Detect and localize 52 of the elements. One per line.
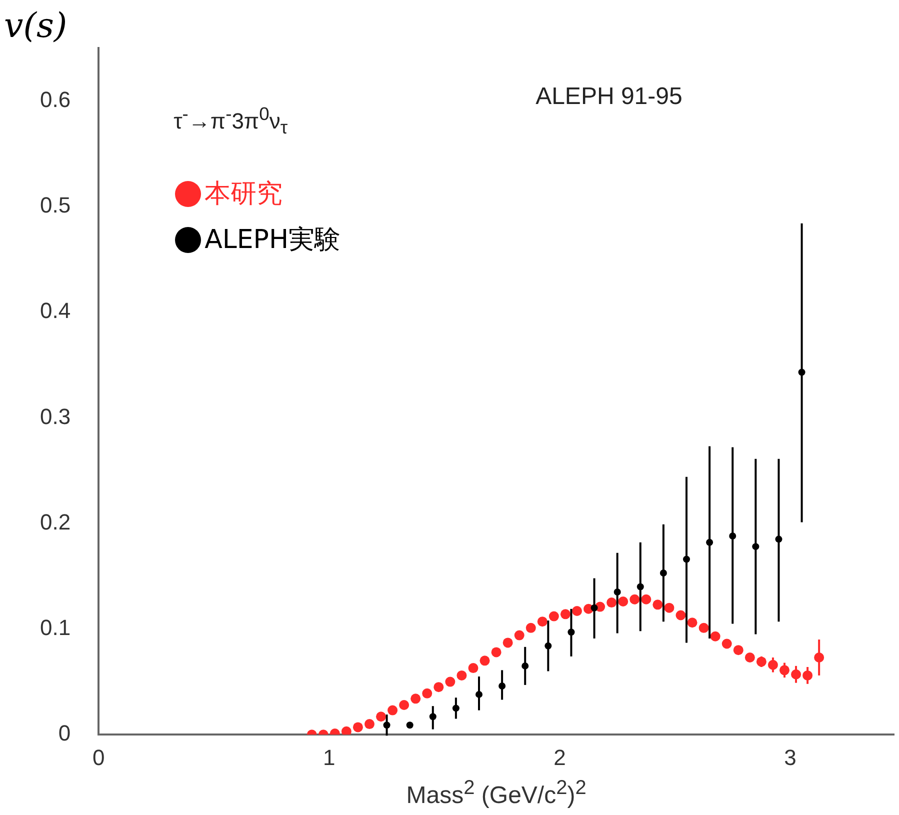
point [514,630,524,640]
y-tick-label: 0.5 [40,192,71,218]
point [352,722,363,732]
point [480,656,490,666]
point [606,598,617,608]
point [641,594,652,604]
point [710,631,720,642]
point [399,700,410,710]
x-axis-title: Mass$^{2}$ (GeV/c$^{2}$)$^{2}$ [406,776,586,810]
point [664,602,674,613]
point [502,638,513,648]
point [618,596,628,607]
point [630,594,640,604]
point [652,600,663,610]
point [341,726,352,735]
x-tick-label: 2 [554,744,566,770]
point [744,652,755,662]
point [406,722,414,729]
point [491,647,502,658]
point [388,705,398,716]
y-tick-label: 0.6 [40,86,71,112]
point [410,694,421,704]
point [468,663,478,674]
point [434,682,444,692]
legend-label: ALEPH実験 [204,224,341,257]
point [560,609,570,620]
y-tick-label: 0 [58,720,71,746]
y-tick-label: 0.4 [40,298,71,324]
point [526,622,536,633]
point [376,712,386,722]
y-axis-title: v(s) [4,6,68,46]
annotation: ALEPH 91-95 [536,83,682,111]
point [687,618,698,628]
legend-label: 本研究 [204,178,283,211]
point [733,645,744,656]
x-tick-label: 3 [784,744,796,770]
point [572,606,582,616]
y-tick-label: 0.1 [40,615,71,640]
point [537,616,548,627]
y-tick-label: 0.2 [40,509,71,534]
y-tick-label: 0.3 [40,404,71,429]
x-tick-label: 0 [92,744,105,770]
point [548,611,559,622]
point [722,638,732,649]
point [698,622,709,633]
point [456,670,467,680]
point [676,610,686,620]
x-tick-label: 1 [323,744,336,770]
annotation: τ$^{-}$→π$^{-}$3π$^{0}$ν$_{τ}$ [174,103,288,139]
point [445,676,456,687]
point [422,688,432,698]
point [364,719,374,730]
